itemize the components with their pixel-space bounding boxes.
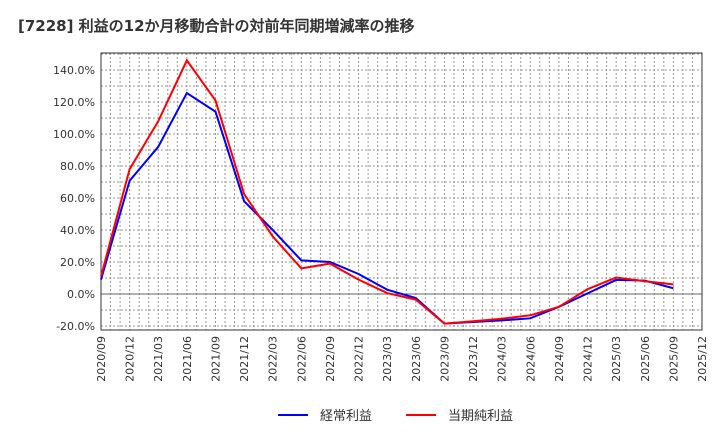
x-tick-label: 2022/03 xyxy=(267,336,280,382)
x-tick-label: 2021/03 xyxy=(152,336,165,382)
y-tick-label: 40.0% xyxy=(60,224,95,237)
x-tick-label: 2023/03 xyxy=(381,336,394,382)
x-tick-label: 2021/06 xyxy=(181,336,194,382)
x-tick-label: 2022/09 xyxy=(324,336,337,382)
x-tick-label: 2023/12 xyxy=(467,336,480,382)
y-tick-label: -20.0% xyxy=(56,320,95,333)
x-tick-label: 2022/12 xyxy=(353,336,366,382)
y-tick-label: 100.0% xyxy=(53,128,95,141)
x-tick-label: 2023/06 xyxy=(410,336,423,382)
x-tick-label: 2024/06 xyxy=(524,336,537,382)
y-tick-label: 0.0% xyxy=(67,288,95,301)
x-tick-label: 2020/09 xyxy=(95,336,108,382)
y-tick-label: 80.0% xyxy=(60,160,95,173)
y-tick-label: 60.0% xyxy=(60,192,95,205)
x-tick-label: 2024/09 xyxy=(553,336,566,382)
x-tick-label: 2021/09 xyxy=(209,336,222,382)
x-tick-label: 2024/12 xyxy=(582,336,595,382)
x-tick-label: 2025/03 xyxy=(610,336,623,382)
legend-label: 経常利益 xyxy=(320,409,372,424)
x-tick-label: 2020/12 xyxy=(124,336,137,382)
y-tick-label: 140.0% xyxy=(53,64,95,77)
x-tick-label: 2023/09 xyxy=(438,336,451,382)
series-line-1 xyxy=(101,60,673,323)
x-tick-label: 2022/06 xyxy=(295,336,308,382)
chart-title: [7228] 利益の12か月移動合計の対前年同期増減率の推移 xyxy=(18,17,415,35)
y-tick-label: 120.0% xyxy=(53,96,95,109)
x-tick-label: 2025/09 xyxy=(667,336,680,382)
legend-label: 当期純利益 xyxy=(448,409,513,424)
x-tick-label: 2025/12 xyxy=(696,336,709,382)
x-tick-label: 2025/06 xyxy=(639,336,652,382)
x-tick-label: 2021/12 xyxy=(238,336,251,382)
y-tick-label: 20.0% xyxy=(60,256,95,269)
x-tick-label: 2024/03 xyxy=(496,336,509,382)
plot-frame xyxy=(101,53,702,330)
